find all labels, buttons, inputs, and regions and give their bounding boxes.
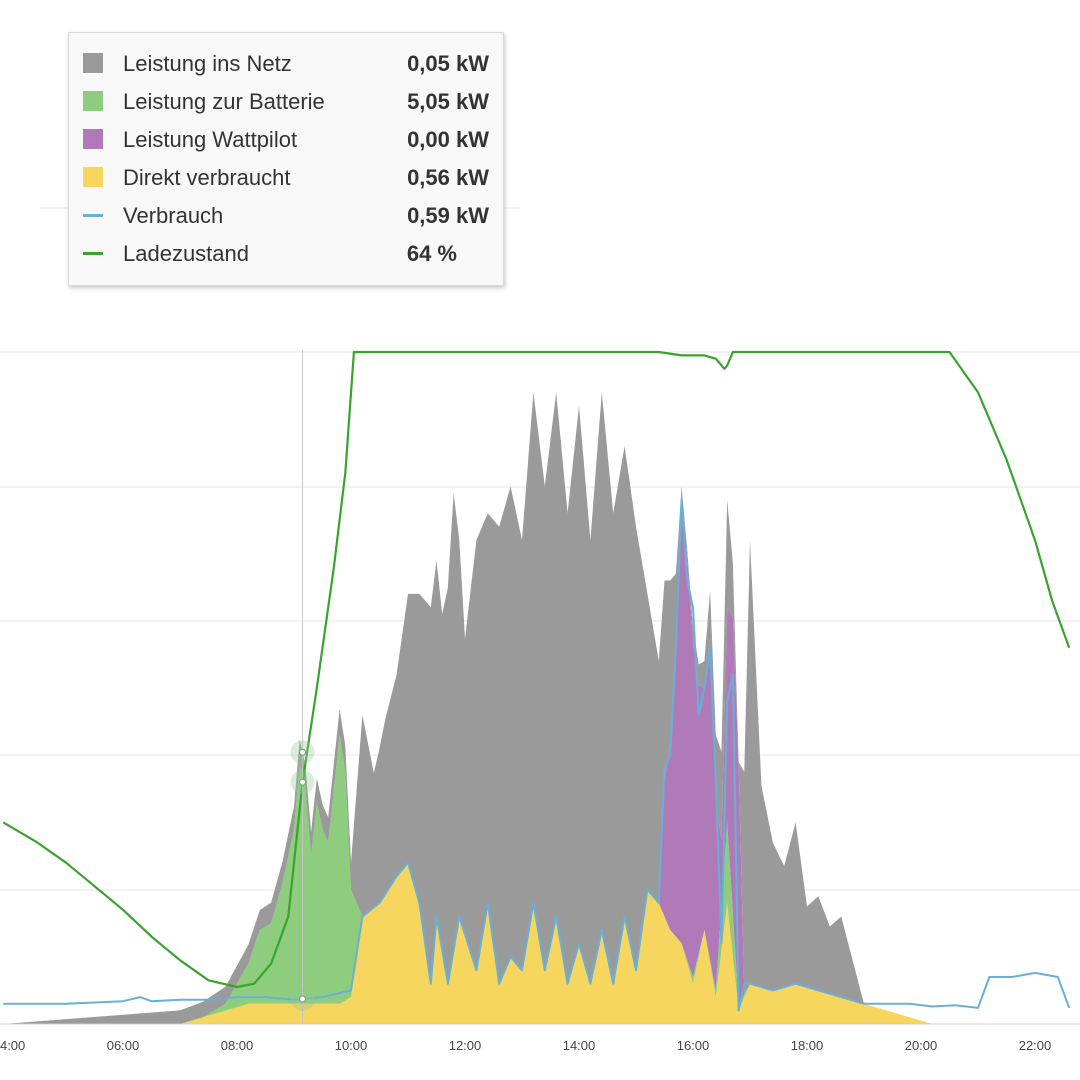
marker-stack-top (299, 748, 307, 756)
tooltip-label-verbrauch: Verbrauch (123, 203, 224, 228)
ladezustand-line-icon (83, 252, 103, 255)
x-tick-label: 22:00 (1019, 1038, 1052, 1053)
line-verbrauch (3, 498, 1071, 1012)
tooltip-row-ladezustand: Ladezustand 64 % (83, 238, 493, 268)
x-tick-label: 20:00 (905, 1038, 938, 1053)
series-layer (2, 350, 1071, 1024)
tooltip-value-netz: 0,05 kW (407, 51, 489, 76)
verbrauch-line-icon (83, 214, 103, 217)
tooltip-row-direkt: Direkt verbraucht 0,56 kW (83, 162, 493, 192)
x-tick-label: 12:00 (449, 1038, 482, 1053)
tooltip-value-direkt: 0,56 kW (407, 165, 489, 190)
area-leistung-ins-netz (3, 392, 1070, 1024)
x-tick-label: 08:00 (221, 1038, 254, 1053)
marker-ladezustand (299, 778, 307, 786)
tooltip-row-wattpilot: Leistung Wattpilot 0,00 kW (83, 124, 493, 154)
tooltip-value-batterie: 5,05 kW (407, 89, 489, 114)
x-tick-label: 10:00 (335, 1038, 368, 1053)
tooltip-row-verbrauch: Verbrauch 0,59 kW (83, 200, 493, 230)
x-tick-label: 16:00 (677, 1038, 710, 1053)
x-tick-label: 04:00 (0, 1038, 25, 1053)
tooltip-value-verbrauch: 0,59 kW (407, 203, 489, 228)
batterie-square-icon (83, 91, 103, 111)
tooltip-label-wattpilot: Leistung Wattpilot (123, 127, 298, 152)
tooltip-label-netz: Leistung ins Netz (123, 51, 292, 76)
tooltip-row-batterie: Leistung zur Batterie 5,05 kW (83, 86, 493, 116)
direkt-square-icon (83, 167, 103, 187)
area-leistung-zur-batterie (3, 735, 1070, 1024)
x-axis-ticks: 04:00 06:00 08:00 10:00 12:00 14:00 16:00 18:00… (0, 1038, 1051, 1053)
x-tick-label: 06:00 (107, 1038, 140, 1053)
wattpilot-square-icon (83, 129, 103, 149)
x-tick-label: 14:00 (563, 1038, 596, 1053)
x-tick-label: 18:00 (791, 1038, 824, 1053)
tooltip-label-direkt: Direkt verbraucht (123, 165, 291, 190)
marker-verbrauch (299, 995, 307, 1003)
line-ladezustand (2, 350, 1071, 989)
tooltip-value-ladezustand: 64 % (406, 241, 457, 266)
tooltip-row-netz: Leistung ins Netz 0,05 kW (83, 48, 493, 78)
tooltip: Leistung ins Netz 0,05 kW Leistung zur B… (68, 32, 504, 286)
hover-markers (290, 740, 315, 1012)
area-direkt-verbraucht (3, 862, 1070, 1024)
tooltip-label-ladezustand: Ladezustand (123, 241, 249, 266)
tooltip-label-batterie: Leistung zur Batterie (123, 89, 325, 114)
tooltip-value-wattpilot: 0,00 kW (407, 127, 489, 152)
netz-square-icon (83, 53, 103, 73)
